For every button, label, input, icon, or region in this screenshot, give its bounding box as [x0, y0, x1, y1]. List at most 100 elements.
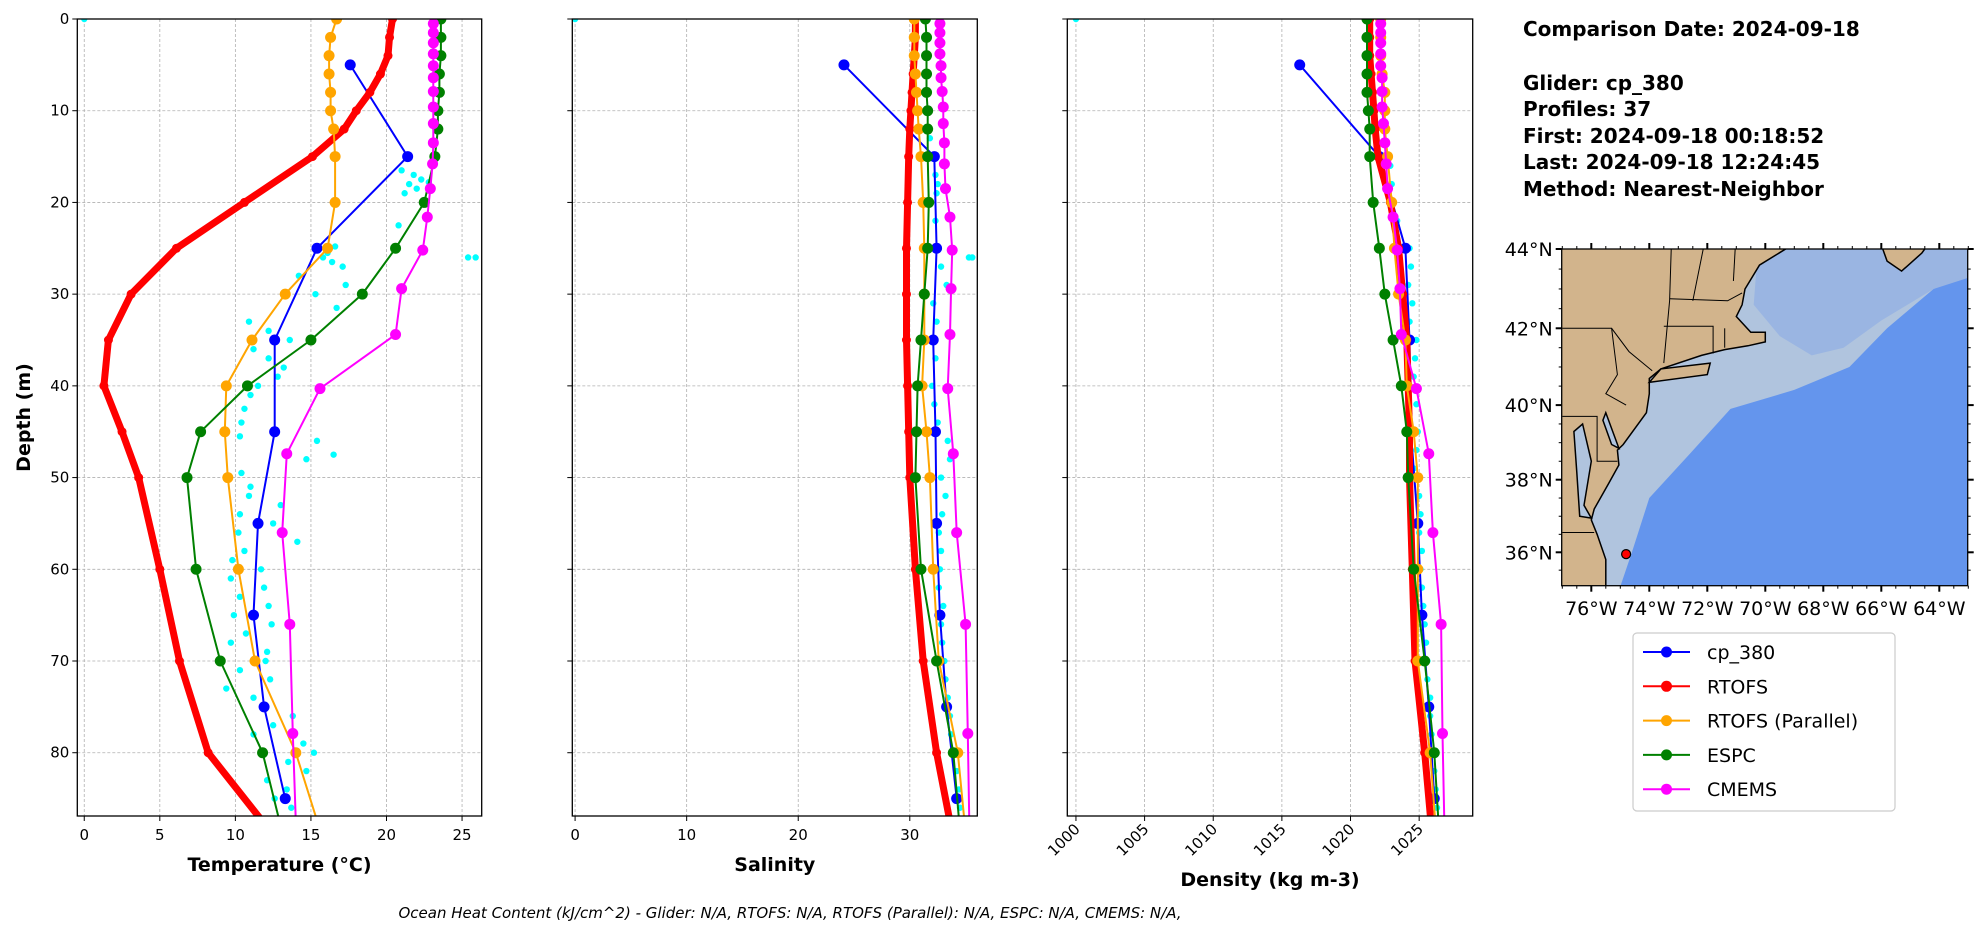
- series-point-rtofs: [901, 289, 911, 299]
- glider-scatter-point: [269, 722, 277, 729]
- glider-scatter-point: [472, 254, 479, 261]
- map-lon-label: 74°W: [1623, 598, 1676, 620]
- series-point-cmems: [1427, 527, 1439, 539]
- glider-scatter-point: [1413, 401, 1420, 408]
- comparison-date: Comparison Date: 2024-09-18: [1523, 17, 1860, 41]
- series-point-cmems: [938, 158, 950, 170]
- glider-scatter-point: [1417, 511, 1424, 518]
- glider-scatter-point: [265, 327, 272, 335]
- series-point-rtofs-parallel: [323, 50, 335, 62]
- glider-scatter-point: [328, 258, 336, 266]
- glider-scatter-point: [944, 437, 951, 445]
- map-lon-label: 70°W: [1739, 598, 1792, 620]
- map-lon-label: 66°W: [1855, 598, 1908, 620]
- y-tick-label: 40: [50, 377, 69, 395]
- series-point-espc: [923, 196, 935, 208]
- series-point-cmems: [965, 860, 976, 871]
- series-point-cp-380: [929, 426, 941, 438]
- series-point-cmems: [1376, 85, 1388, 97]
- series-point-cmems: [934, 48, 946, 60]
- series-point-espc: [1387, 334, 1399, 346]
- plot-area: [1072, 19, 1448, 816]
- series-point-cmems: [951, 527, 963, 539]
- map-deep-water: [1620, 277, 1968, 586]
- series-point-cmems: [1376, 101, 1388, 113]
- map-long-island: [1647, 362, 1712, 384]
- series-point-espc: [912, 380, 924, 392]
- profile-count: Profiles: 37: [1523, 97, 1651, 121]
- series-point-rtofs: [901, 243, 911, 253]
- glider-scatter-point: [236, 593, 244, 601]
- series-point-espc: [195, 426, 207, 438]
- series-point-cmems: [945, 283, 957, 295]
- glider-scatter-point: [227, 639, 235, 646]
- location-map: 44°N 42°N 40°N 38°N 36°N 76°W 74°W 72°W 70°W 68°W…: [1505, 239, 1974, 620]
- series-point-rtofs-parallel: [325, 86, 337, 98]
- axes-frame: [76, 18, 483, 817]
- glider-scatter-point: [937, 547, 945, 555]
- series-point-cmems: [1395, 328, 1407, 340]
- y-tick-label: 50: [50, 469, 69, 487]
- series-point-espc: [1367, 196, 1379, 208]
- series-point-rtofs: [203, 748, 213, 758]
- series-point-rtofs-parallel: [908, 31, 920, 43]
- x-tick-label: 1010: [1181, 820, 1221, 860]
- glider-scatter-point: [938, 511, 946, 518]
- series-point-espc: [921, 31, 933, 43]
- glider-scatter-point: [238, 419, 245, 426]
- series-point-cmems: [947, 448, 959, 460]
- series-point-rtofs: [117, 427, 127, 437]
- series-point-cmems: [427, 19, 439, 30]
- series-point-rtofs: [904, 152, 914, 162]
- map-state-border: [1732, 249, 1736, 282]
- series-point-cmems: [962, 727, 974, 739]
- glider-name: Glider: cp_380: [1523, 71, 1684, 95]
- series-point-espc: [1361, 68, 1373, 80]
- legend-item: RTOFS (Parallel): [1643, 711, 1858, 733]
- series-point-cmems: [314, 383, 326, 395]
- glider-scatter-point: [286, 336, 293, 344]
- series-point-cmems: [427, 37, 439, 49]
- series-point-rtofs: [932, 748, 942, 758]
- legend-box: [1632, 632, 1896, 812]
- x-axis-label: Temperature (°C): [187, 854, 371, 876]
- series-point-cmems: [1435, 618, 1447, 630]
- glider-scatter-point: [229, 556, 236, 564]
- series-point-rtofs-parallel: [924, 472, 936, 484]
- series-point-cmems: [937, 118, 949, 130]
- series-point-rtofs: [351, 106, 361, 116]
- series-point-rtofs-parallel: [220, 380, 232, 392]
- series-point-rtofs: [239, 197, 249, 207]
- series-point-rtofs: [918, 656, 928, 666]
- series-point-espc: [1395, 380, 1407, 392]
- legend-label: ESPC: [1707, 745, 1756, 767]
- legend-label: RTOFS: [1707, 676, 1768, 698]
- glider-scatter-point: [238, 469, 245, 477]
- glider-scatter-point: [241, 547, 248, 555]
- glider-scatter-point: [1409, 300, 1416, 307]
- glider-scatter-point: [260, 584, 268, 591]
- series-point-cmems: [1387, 211, 1399, 223]
- legend-marker: [1661, 749, 1672, 761]
- glider-scatter-point: [268, 621, 275, 628]
- series-point-cmems: [1376, 72, 1388, 84]
- glider-scatter-point: [274, 373, 281, 380]
- series-point-cp-380: [402, 151, 414, 163]
- series-point-rtofs: [171, 243, 181, 253]
- series-point-rtofs-parallel: [908, 50, 920, 62]
- glider-scatter-point: [937, 474, 945, 481]
- glider-scatter-point: [330, 451, 337, 458]
- series-line-cmems: [281, 23, 435, 816]
- y-tick-label: 0: [60, 10, 70, 28]
- map-state-border: [1692, 249, 1704, 301]
- ocean-heat-content-footer: Ocean Heat Content (kJ/cm^2) - Glider: N…: [398, 904, 1181, 922]
- plot-area: [572, 19, 976, 871]
- legend-item: cp_380: [1643, 642, 1775, 664]
- series-point-rtofs-parallel: [325, 105, 337, 117]
- map-gulf-of-maine: [1753, 249, 1968, 356]
- glider-location-marker: [1620, 548, 1632, 560]
- series-point-espc: [947, 747, 959, 759]
- y-tick-label: 20: [50, 193, 69, 211]
